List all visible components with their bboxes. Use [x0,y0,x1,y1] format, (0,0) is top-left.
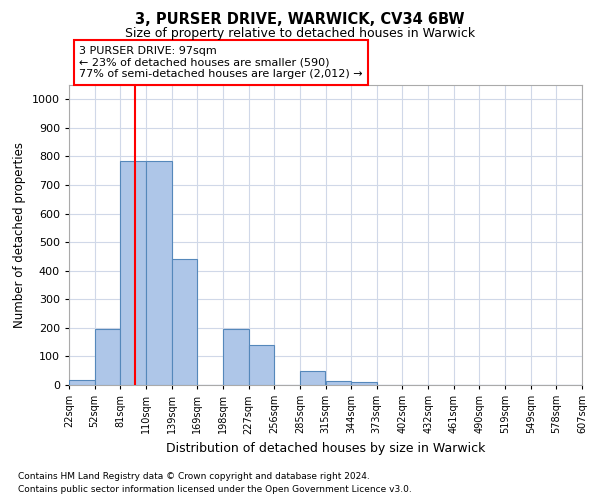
Bar [69,380,95,385]
Text: Contains HM Land Registry data © Crown copyright and database right 2024.: Contains HM Land Registry data © Crown c… [18,472,370,481]
Bar [248,345,274,385]
Bar [325,380,351,385]
X-axis label: Distribution of detached houses by size in Warwick: Distribution of detached houses by size … [166,442,485,455]
Bar [351,382,377,385]
Bar [172,260,197,385]
Text: 3, PURSER DRIVE, WARWICK, CV34 6BW: 3, PURSER DRIVE, WARWICK, CV34 6BW [135,12,465,28]
Bar [300,372,325,385]
Text: 3 PURSER DRIVE: 97sqm
← 23% of detached houses are smaller (590)
77% of semi-det: 3 PURSER DRIVE: 97sqm ← 23% of detached … [79,46,363,79]
Bar [95,330,120,385]
Bar [223,330,248,385]
Text: Contains public sector information licensed under the Open Government Licence v3: Contains public sector information licen… [18,485,412,494]
Bar [120,160,146,385]
Bar [146,160,172,385]
Y-axis label: Number of detached properties: Number of detached properties [13,142,26,328]
Text: Size of property relative to detached houses in Warwick: Size of property relative to detached ho… [125,28,475,40]
